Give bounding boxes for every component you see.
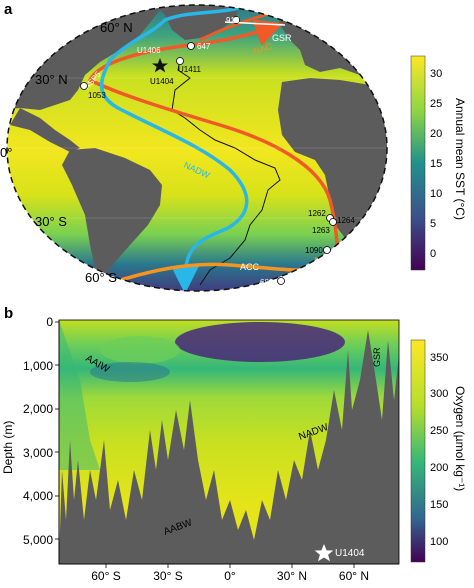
sst-tick-20: 20 [430, 128, 442, 140]
site-u1404-label: U1404 [150, 77, 174, 86]
drill-sites: 913 U1406 647 U1411 U1404 1053 1262 1264… [80, 16, 355, 287]
depth-axis-label: Depth (m) [1, 421, 15, 474]
oxygen-colorbar-title: Oxygen (µmol kg⁻¹) [453, 386, 467, 491]
globe-outline [6, 4, 388, 292]
site-u1404-star-section [314, 544, 334, 562]
site-1263-marker [329, 218, 337, 226]
oxy-tick-100: 100 [430, 536, 448, 548]
oxygen-colorbar-gradient [410, 339, 426, 563]
nadw-current [99, 5, 251, 291]
globe-map [6, 4, 388, 292]
omz-low-oxygen [175, 322, 345, 362]
oxy-tick-300: 300 [430, 388, 448, 400]
sst-tick-5: 5 [430, 218, 436, 230]
lat-label-30s: 30° S [35, 214, 67, 229]
oxy-tick-150: 150 [430, 499, 448, 511]
graticule [7, 77, 387, 219]
oxygen-colorbar: 350 300 250 200 150 100 Oxygen (µmol kg⁻… [410, 339, 467, 563]
lat-tick-60s: 60° S [91, 569, 120, 583]
sst-colorbar: 30 25 20 15 10 5 0 Annual mean SST (°C) [410, 55, 467, 271]
depth-tick-3000: 3,000 [23, 446, 53, 460]
oxy-tick-350: 350 [430, 352, 448, 364]
depth-tick-2000: 2,000 [23, 402, 53, 416]
sst-colorbar-title: Annual mean SST (°C) [453, 98, 467, 220]
site-1053-label: 1053 [88, 91, 106, 100]
site-u1411-label: U1411 [178, 65, 202, 74]
nac-current [199, 10, 276, 42]
sst-tick-30: 30 [430, 68, 442, 80]
water-mass-gsr: GSR [372, 347, 382, 367]
aaiw-core [90, 362, 170, 382]
oxygen-section: AAIW NADW AABW GSR U1404 [58, 319, 400, 565]
site-689-label: 689 [260, 278, 274, 287]
depth-tick-4000: 4,000 [23, 489, 53, 503]
latitude-labels: 60° N 30° N 0° 30° S 60° S [0, 20, 133, 285]
oxy-tick-200: 200 [430, 462, 448, 474]
lat-label-0: 0° [0, 145, 12, 160]
southern-ocean-waters [59, 320, 100, 470]
latitude-axis: 60° S 30° S 0° 30° N 60° N [59, 563, 399, 583]
panel-b-letter: b [4, 305, 13, 322]
current-label-gsr: GSR [272, 33, 292, 43]
lat-tick-60n: 60° N [339, 569, 369, 583]
depth-tick-5000: 5,000 [23, 533, 53, 547]
site-913-marker [232, 16, 240, 24]
site-1090-marker [323, 246, 331, 254]
sst-tick-0: 0 [430, 248, 436, 260]
africa-land [278, 78, 387, 238]
lat-label-60n: 60° N [100, 20, 133, 35]
lat-tick-30s: 30° S [153, 569, 182, 583]
seafloor-bathymetry [59, 330, 399, 564]
sst-tick-10: 10 [430, 188, 442, 200]
site-u1404-section-label: U1404 [335, 548, 365, 559]
site-1090-label: 1090 [305, 246, 323, 255]
depth-tick-1000: 1,000 [23, 359, 53, 373]
site-647-label: 647 [197, 42, 211, 51]
site-u1411-marker [176, 57, 184, 65]
aaiw-tongue [100, 336, 180, 364]
lat-label-30n: 30° N [35, 72, 68, 87]
central-america-land [10, 108, 80, 152]
depth-axis: 0 1,000 2,000 3,000 4,000 5,000 Depth (m… [1, 315, 60, 564]
current-label-acc: ACC [240, 262, 260, 272]
oxy-tick-250: 250 [430, 425, 448, 437]
panel-a-letter: a [4, 1, 13, 18]
lat-tick-30n: 30° N [277, 569, 307, 583]
site-u1404-star [152, 58, 168, 73]
site-647-marker [187, 42, 195, 50]
site-689-marker [277, 277, 285, 285]
lat-label-60s: 60° S [85, 270, 117, 285]
lat-tick-0: 0° [224, 569, 236, 583]
site-1263-label: 1263 [312, 226, 330, 235]
site-u1406-label: U1406 [137, 46, 161, 55]
mid-atlantic-ridge [171, 59, 281, 286]
site-1264-label: 1264 [337, 216, 355, 225]
sst-tick-15: 15 [430, 158, 442, 170]
sst-colorbar-gradient [410, 55, 426, 271]
site-1262-label: 1262 [308, 209, 326, 218]
site-913-label: 913 [226, 16, 240, 25]
depth-tick-0: 0 [46, 315, 53, 329]
site-1053-marker [80, 82, 88, 90]
south-america-land [62, 148, 162, 275]
sst-tick-25: 25 [430, 98, 442, 110]
